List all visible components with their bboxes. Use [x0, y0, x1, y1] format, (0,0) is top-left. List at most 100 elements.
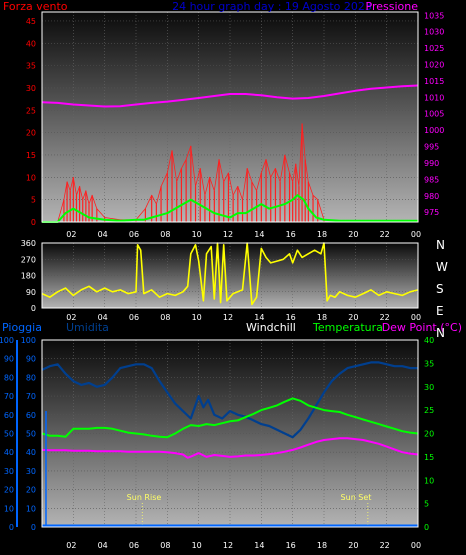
thermo-humidity-axis-tick-label: 60: [26, 411, 36, 420]
rain-axis-tick-label: 100: [0, 336, 14, 345]
panel1-left-title: Forza vento: [3, 0, 68, 13]
sun-set-label: Sun Set: [341, 493, 372, 502]
wind-right-axis-tick-label: 1010: [424, 93, 444, 102]
wind-left-axis-tick-label: 25: [26, 106, 36, 115]
thermo-x-tick-label: 00: [411, 541, 421, 550]
dir-x-tick-label: 02: [66, 313, 76, 322]
thermo-x-tick-label: 08: [160, 541, 170, 550]
panel3-dewpoint-title: Dew Point (°C): [382, 321, 462, 334]
dir-dir-axis-tick-label: 90: [26, 288, 36, 297]
rain-axis-tick-label: 30: [4, 467, 14, 476]
thermo-x-tick-label: 06: [129, 541, 139, 550]
dir-x-tick-label: 08: [160, 313, 170, 322]
wind-x-tick-label: 12: [223, 230, 233, 239]
wind-x-tick-label: 20: [348, 230, 358, 239]
wind-right-axis-tick-label: 975: [424, 208, 439, 217]
thermo-humidity-axis-tick-label: 90: [26, 355, 36, 364]
thermo-temp-axis-tick-label: 35: [424, 359, 434, 368]
sun-rise-label: Sun Rise: [127, 493, 162, 502]
wind-x-tick-label: 16: [286, 230, 296, 239]
dir-x-tick-label: 18: [317, 313, 327, 322]
compass-label-e: E: [436, 304, 444, 318]
dir-x-tick-label: 06: [129, 313, 139, 322]
thermo-humidity-axis-tick-label: 30: [26, 467, 36, 476]
rain-axis-tick-label: 0: [9, 523, 14, 532]
wind-right-axis-tick-label: 1005: [424, 110, 444, 119]
thermo-humidity-axis-tick-label: 10: [26, 504, 36, 513]
thermo-x-tick-label: 14: [254, 541, 264, 550]
compass-label-s: S: [436, 282, 444, 296]
dir-x-tick-label: 14: [254, 313, 264, 322]
wind-left-axis-tick-label: 35: [26, 62, 36, 71]
dir-dir-axis-tick-label: 0: [31, 304, 36, 313]
wind-left-axis-tick-label: 40: [26, 39, 36, 48]
temperature-line: [41, 397, 419, 439]
panel3-rain-title: Pioggia: [2, 321, 42, 334]
thermo-humidity-axis-tick-label: 20: [26, 486, 36, 495]
thermo-humidity-axis-tick-label: 100: [21, 336, 36, 345]
thermo-x-tick-label: 04: [98, 541, 108, 550]
wind-left-axis-tick-label: 45: [26, 17, 36, 26]
wind-x-tick-label: 02: [66, 230, 76, 239]
dir-x-tick-label: 16: [286, 313, 296, 322]
thermo-x-tick-label: 16: [286, 541, 296, 550]
pressure-line: [41, 84, 419, 108]
wind-right-axis-tick-label: 1025: [424, 44, 444, 53]
wind-direction-line: [41, 242, 419, 306]
wind-right-axis-tick-label: 990: [424, 159, 439, 168]
thermo-temp-axis-tick-label: 5: [424, 500, 429, 509]
dir-dir-axis-tick-label: 180: [21, 272, 36, 281]
wind-right-axis-tick-label: 1015: [424, 77, 444, 86]
panel3-humidity-title: Umidita: [66, 321, 109, 334]
thermo-x-tick-label: 18: [317, 541, 327, 550]
thermo-humidity-axis-tick-label: 80: [26, 373, 36, 382]
rain-axis-tick-label: 90: [4, 355, 14, 364]
thermo-humidity-axis-tick-label: 50: [26, 430, 36, 439]
thermo-humidity-axis-tick-label: 70: [26, 392, 36, 401]
dir-plot-frame: [41, 242, 419, 309]
thermo-temp-axis-tick-label: 0: [424, 523, 429, 532]
compass-label-top-n: N: [436, 238, 445, 252]
compass-label-w: W: [436, 260, 448, 274]
wind-x-tick-label: 22: [380, 230, 390, 239]
wind-right-axis-tick-label: 980: [424, 192, 439, 201]
rain-axis-tick-label: 50: [4, 430, 14, 439]
wind-left-axis-tick-label: 20: [26, 129, 36, 138]
wind-right-axis-tick-label: 1020: [424, 61, 444, 70]
dir-x-tick-label: 00: [411, 313, 421, 322]
thermo-x-tick-label: 02: [66, 541, 76, 550]
dir-x-tick-label: 04: [98, 313, 108, 322]
rain-axis-tick-label: 40: [4, 448, 14, 457]
wind-left-axis-tick-label: 15: [26, 151, 36, 160]
thermo-temp-axis-tick-label: 20: [424, 430, 434, 439]
thermo-x-tick-label: 20: [348, 541, 358, 550]
thermo-temp-axis-tick-label: 40: [424, 336, 434, 345]
wind-x-tick-label: 08: [160, 230, 170, 239]
dir-x-tick-label: 20: [348, 313, 358, 322]
wind-x-tick-label: 18: [317, 230, 327, 239]
rain-axis-tick-label: 60: [4, 411, 14, 420]
thermo-x-tick-label: 22: [380, 541, 390, 550]
compass-label-bottom-n: N: [436, 326, 445, 340]
wind-right-axis-tick-label: 1000: [424, 126, 444, 135]
wind-x-tick-label: 04: [98, 230, 108, 239]
thermo-temp-axis-tick-label: 30: [424, 383, 434, 392]
wind-right-axis-tick-label: 985: [424, 175, 439, 184]
rain-axis-tick-label: 80: [4, 373, 14, 382]
thermo-temp-axis-tick-label: 15: [424, 453, 434, 462]
thermo-x-tick-label: 12: [223, 541, 233, 550]
thermo-temp-axis-tick-label: 25: [424, 406, 434, 415]
wind-plot-frame: [41, 11, 419, 223]
dir-dir-axis-tick-label: 360: [21, 239, 36, 248]
wind-right-axis-tick-label: 1035: [424, 11, 444, 20]
wind-gust-line: [42, 123, 418, 223]
wind-x-tick-label: 06: [129, 230, 139, 239]
dir-x-tick-label: 10: [192, 313, 202, 322]
humidity-line: [41, 361, 418, 439]
rain-axis-tick-label: 70: [4, 392, 14, 401]
wind-left-axis-tick-label: 0: [31, 218, 36, 227]
rain-axis-tick-label: 10: [4, 504, 14, 513]
thermo-humidity-axis-tick-label: 0: [31, 523, 36, 532]
wind-average-line: [42, 194, 418, 223]
